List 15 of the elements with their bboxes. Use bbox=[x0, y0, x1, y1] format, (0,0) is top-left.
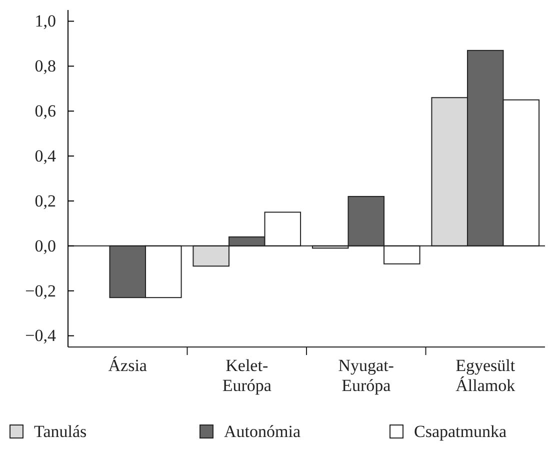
y-tick-label: −0,2 bbox=[25, 281, 56, 300]
legend-label: Autonómia bbox=[224, 422, 301, 441]
legend-label: Csapatmunka bbox=[414, 422, 507, 441]
y-tick-label: −0,4 bbox=[25, 326, 56, 346]
x-tick-label: Kelet-Európa bbox=[222, 356, 272, 395]
x-tick-label: Ázsia bbox=[108, 356, 148, 375]
legend-label: Tanulás bbox=[34, 422, 87, 441]
y-tick-label: 0,6 bbox=[34, 102, 56, 121]
x-tick-label: Nyugat-Európa bbox=[338, 356, 394, 395]
y-tick-label: 0,8 bbox=[34, 56, 56, 76]
x-tick-label: Egyesült Államok bbox=[456, 356, 516, 395]
y-tick-label: 1,0 bbox=[34, 12, 56, 31]
y-tick-label: 0,2 bbox=[34, 191, 56, 210]
y-tick-label: 0,4 bbox=[34, 146, 56, 166]
y-tick-label: 0,0 bbox=[34, 236, 56, 256]
